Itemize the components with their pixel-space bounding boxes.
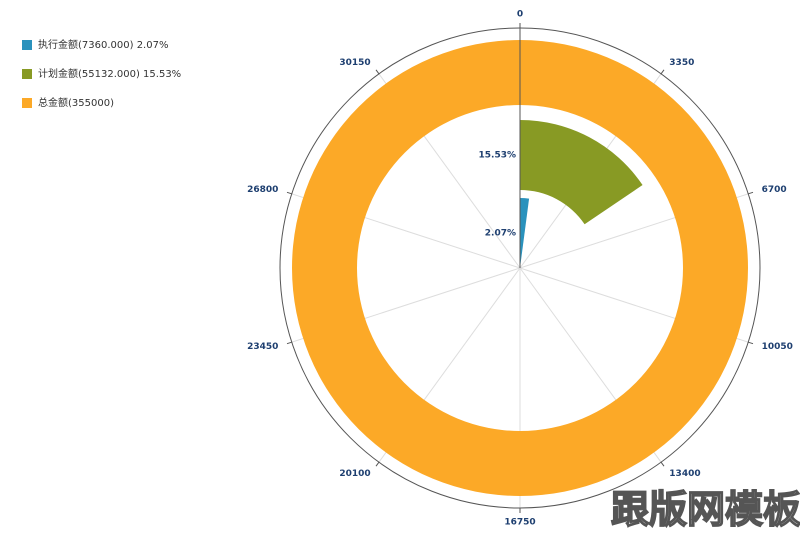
theta-tick-label: 30150	[339, 58, 370, 68]
theta-tick-label: 26800	[247, 185, 278, 195]
polar-bar	[520, 120, 643, 225]
value-label: 15.53%	[479, 151, 517, 161]
tick-mark	[375, 461, 380, 467]
theta-tick-label: 23450	[247, 342, 278, 352]
tick-mark	[286, 191, 292, 195]
legend-label: 执行金额(7360.000) 2.07%	[38, 38, 168, 51]
legend-swatch	[22, 40, 32, 50]
tick-mark	[748, 191, 754, 195]
theta-tick-label: 20100	[339, 469, 370, 479]
watermark: 跟版网模板	[611, 488, 800, 532]
tick-mark	[748, 341, 754, 345]
legend-swatch	[22, 98, 32, 108]
theta-tick-label: 0	[517, 10, 523, 20]
tick-mark	[286, 341, 292, 345]
theta-tick-label: 6700	[762, 185, 787, 195]
polar-bar	[520, 198, 530, 268]
tick-mark	[375, 69, 380, 75]
tick-mark	[660, 461, 665, 467]
theta-tick-label: 10050	[762, 342, 793, 352]
tick-mark	[660, 69, 665, 75]
legend-label: 计划金额(55132.000) 15.53%	[38, 67, 181, 80]
theta-tick-label: 3350	[669, 58, 694, 68]
theta-tick-label: 16750	[504, 518, 535, 528]
theta-tick-label: 13400	[669, 469, 700, 479]
legend-swatch	[22, 69, 32, 79]
value-label: 2.07%	[485, 229, 516, 239]
legend-label: 总金额(355000)	[38, 96, 114, 109]
